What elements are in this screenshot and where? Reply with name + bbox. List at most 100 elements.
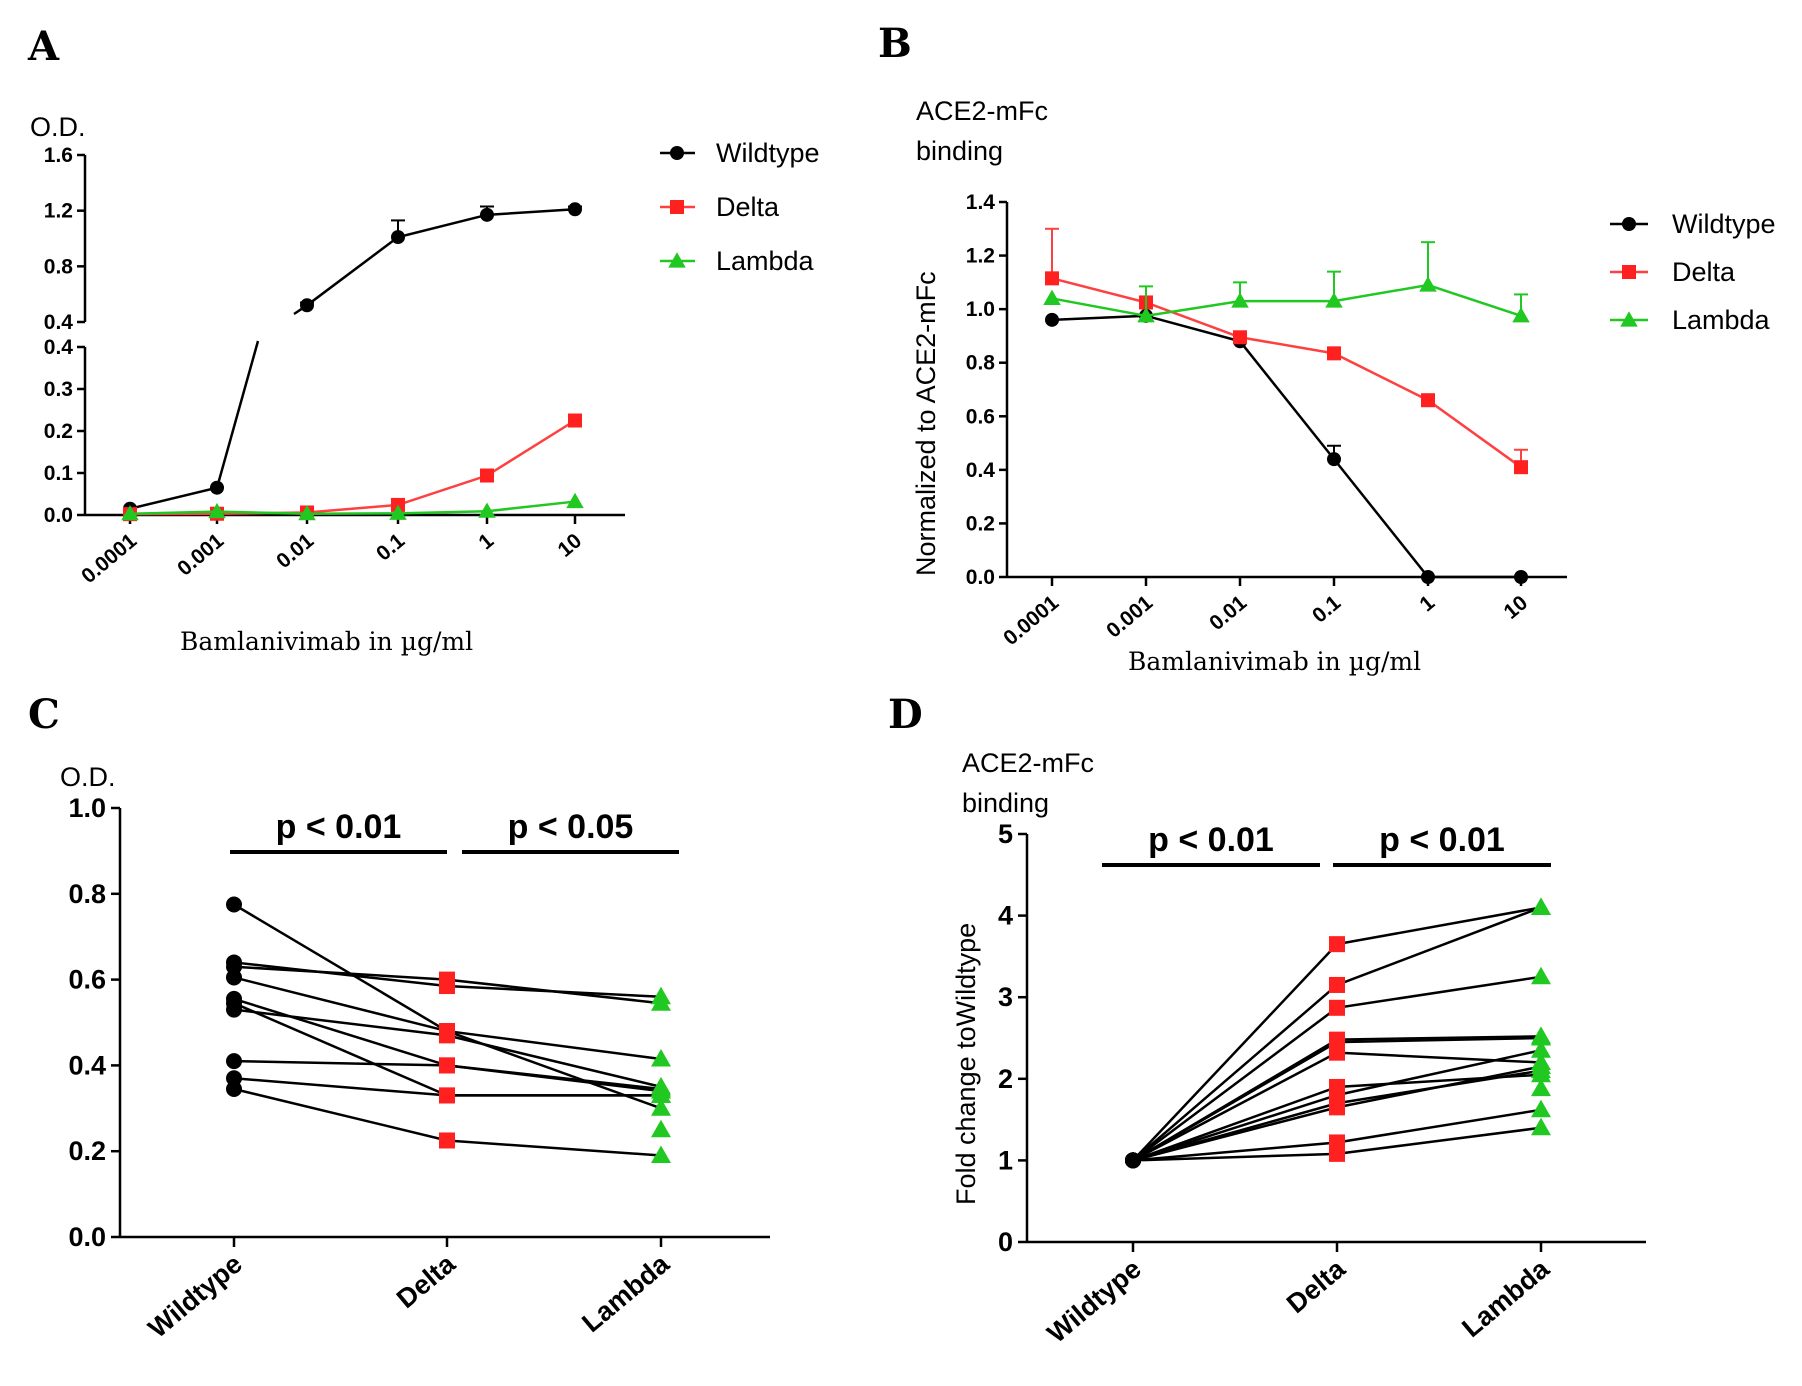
panel-d-point-lambda (1531, 1056, 1551, 1075)
panel-b-point-delta (1327, 346, 1341, 361)
panel-d-xtick-label: Wildtype (1042, 1254, 1147, 1349)
panel-b-xtick-label: 10 (1500, 591, 1533, 624)
panel-d-ytick-label: 5 (998, 819, 1013, 849)
panel-d-ytick-label: 1 (998, 1145, 1013, 1175)
panel-d-ytick-label: 2 (998, 1064, 1013, 1094)
panel-a-point-wildtype (568, 202, 582, 217)
panel-b-legend-marker-delta (1622, 265, 1636, 279)
panel-d-point-lambda (1531, 1117, 1551, 1136)
panel-b-series-line-lambda (1051, 283, 1522, 318)
panel-d-title-line2: binding (962, 788, 1049, 818)
panel-b-xtick-label: 0.01 (1205, 591, 1251, 635)
panel-c-point-delta (439, 1132, 455, 1149)
panel-b-series-line-wildtype (1051, 314, 1521, 579)
panel-b-ytick-label: 0.6 (966, 405, 995, 428)
panel-c-point-lambda (651, 993, 671, 1011)
panel-d-point-delta (1329, 936, 1345, 953)
panel-c-xtick-label: Wildtype (143, 1249, 248, 1344)
panel-d-chart: ACE2-mFc binding Fold change toWildtype … (951, 748, 1646, 1349)
panel-b-point-lambda (1419, 276, 1437, 292)
panel-d-point-delta (1329, 1145, 1345, 1162)
panel-a-point-wildtype (210, 480, 224, 495)
panel-a-xtick-label: 0.0001 (77, 529, 141, 588)
panel-b-legend-label: Delta (1672, 257, 1736, 287)
panel-a-point-wildtype (480, 207, 494, 222)
panel-b-point-delta (1421, 393, 1435, 408)
panel-b-point-delta (1514, 460, 1528, 475)
panel-a-point-lambda (298, 504, 316, 521)
panel-letter-b: B (878, 20, 912, 67)
panel-d-xtick-label: Lambda (1456, 1253, 1555, 1343)
panel-b-xlabel: Bamlanivimab in µg/ml (1128, 647, 1421, 676)
panel-a-legend-label: Delta (716, 192, 780, 222)
panel-b-point-lambda (1512, 307, 1530, 323)
panel-a-xtick-label: 0.001 (173, 529, 228, 581)
panel-c-ytick-label: 0.8 (68, 879, 106, 909)
panel-d-point-wildtype (1125, 1152, 1141, 1169)
panel-a-ytick-lower-label: 0.3 (44, 378, 73, 401)
panel-c-point-wildtype (226, 896, 242, 913)
panel-a-ytick-upper-label: 0.4 (44, 311, 74, 334)
panel-c-point-wildtype (226, 969, 242, 986)
panel-c-point-wildtype (226, 1053, 242, 1070)
panel-a-ytick-upper-label: 0.8 (44, 255, 74, 278)
panel-letter-c: C (28, 691, 60, 738)
panel-a-ylabel: O.D. (30, 112, 86, 142)
panel-b-title-line1: ACE2-mFc (916, 96, 1048, 126)
panel-b-ytick-label: 1.2 (966, 245, 995, 268)
panel-b-xtick-label: 0.0001 (999, 591, 1063, 650)
panel-c-xtick-label: Delta (391, 1248, 462, 1314)
panel-a-ytick-upper-label: 1.2 (44, 200, 73, 223)
panel-c-paired-line (233, 997, 662, 1091)
panel-a-ytick-lower-label: 0.4 (44, 336, 74, 359)
panel-c-ytick-label: 1.0 (68, 793, 106, 823)
panel-d-xtick-label: Delta (1281, 1253, 1352, 1319)
panel-b-point-wildtype (1421, 570, 1435, 584)
panel-d-point-delta (1329, 1044, 1345, 1061)
panel-a-point-delta (568, 413, 582, 428)
panel-c-significance-label: p < 0.05 (508, 808, 634, 846)
panel-b-point-wildtype (1045, 312, 1059, 327)
panel-c-ytick-label: 0.0 (68, 1222, 106, 1252)
panel-b-legend-marker-wildtype (1622, 217, 1636, 231)
panel-d-ytick-label: 4 (998, 901, 1013, 931)
panel-a-series-line-lambda (129, 500, 576, 515)
panel-b-legend-label: Lambda (1672, 305, 1771, 335)
panel-b-ytick-label: 0.2 (966, 512, 995, 535)
panel-a-ytick-upper-label: 1.6 (44, 144, 73, 167)
panel-c-point-delta (439, 1057, 455, 1074)
panel-c-ytick-label: 0.2 (68, 1136, 106, 1166)
panel-b-ytick-label: 0.8 (966, 352, 996, 375)
panel-c-point-wildtype (226, 1001, 242, 1018)
panel-d-ytick-label: 3 (998, 982, 1013, 1012)
panel-d-ytick-label: 0 (998, 1227, 1013, 1257)
panel-c-ytick-label: 0.4 (68, 1050, 106, 1080)
panel-letter-d: D (888, 691, 923, 738)
panel-b-point-wildtype (1327, 452, 1341, 467)
panel-b-ylabel: Normalized to ACE2-mFc (911, 271, 941, 576)
panel-a-legend: Wildtype Delta Lambda (660, 138, 820, 276)
panel-c-point-lambda (651, 1145, 671, 1163)
panel-a-legend-marker-wildtype (670, 146, 684, 160)
panel-c-point-lambda (651, 1048, 671, 1067)
panel-b-legend: Wildtype Delta Lambda (1610, 209, 1776, 335)
panel-a-ytick-lower-label: 0.1 (44, 462, 74, 485)
panel-b-point-lambda (1137, 307, 1155, 323)
panel-a-xtick-label: 0.01 (272, 529, 318, 573)
panel-b-legend-marker-lambda (1620, 311, 1638, 327)
panel-d-point-lambda (1531, 897, 1551, 915)
panel-c-point-lambda (651, 1098, 671, 1116)
panel-a-xtick-label: 1 (474, 529, 498, 554)
panel-a-xtick-label: 10 (554, 529, 587, 562)
panel-a-point-lambda (208, 502, 226, 519)
panel-b-title-line2: binding (916, 136, 1003, 166)
panel-a-point-wildtype (300, 298, 314, 313)
panel-c-xtick-label: Lambda (576, 1248, 675, 1338)
panel-b-point-wildtype (1514, 570, 1528, 584)
panel-c-point-wildtype (226, 1080, 242, 1097)
panel-a-legend-marker-lambda (668, 252, 686, 268)
panel-d-point-lambda (1531, 1099, 1551, 1118)
panel-d-significance-label: p < 0.01 (1148, 821, 1274, 859)
panel-a-series-line-wildtype-upper (293, 208, 576, 316)
